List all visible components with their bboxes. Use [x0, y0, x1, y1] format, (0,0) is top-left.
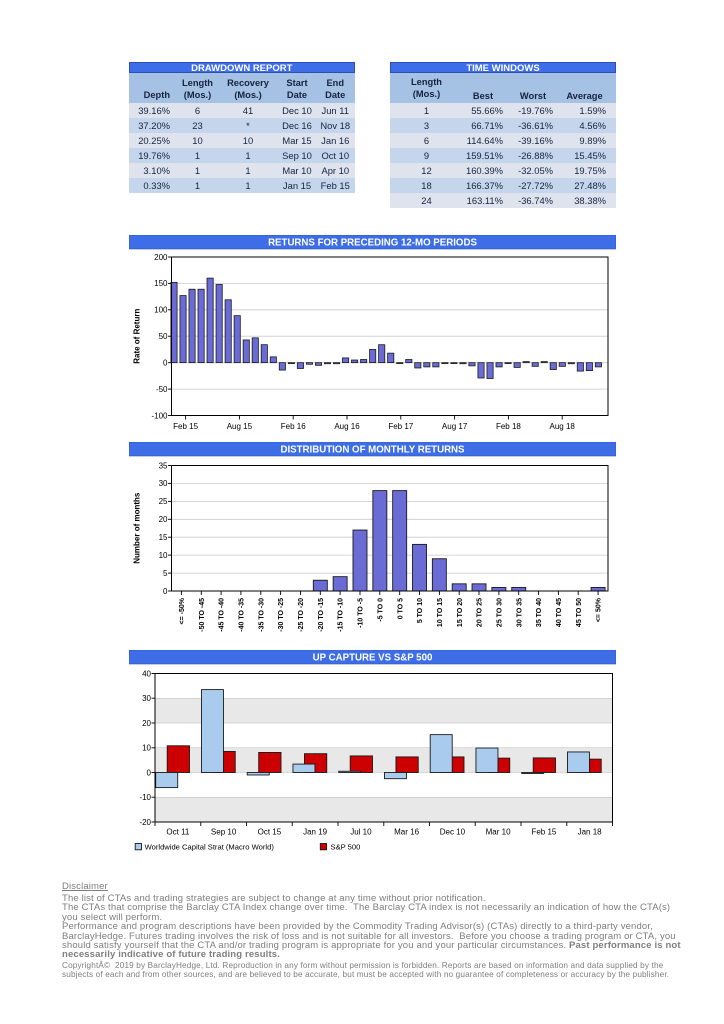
svg-text:Jul 10: Jul 10	[350, 828, 372, 837]
svg-text:20 TO 25: 20 TO 25	[477, 598, 484, 627]
svg-text:-25 TO -20: -25 TO -20	[298, 598, 305, 632]
svg-text:30: 30	[142, 694, 151, 703]
svg-text:-15 TO -10: -15 TO -10	[338, 598, 345, 632]
svg-text:40: 40	[142, 669, 151, 678]
svg-text:-40 TO -35: -40 TO -35	[239, 598, 246, 632]
svg-text:15 TO 20: 15 TO 20	[457, 598, 464, 627]
svg-text:0 TO 5: 0 TO 5	[397, 598, 404, 619]
svg-text:DISTRIBUTION OF MONTHLY RETURN: DISTRIBUTION OF MONTHLY RETURNS	[280, 444, 465, 455]
svg-text:Aug 17: Aug 17	[442, 422, 468, 431]
svg-text:Oct 15: Oct 15	[258, 828, 282, 837]
svg-text:Aug 18: Aug 18	[550, 422, 576, 431]
svg-text:Mar 10: Mar 10	[486, 828, 511, 837]
svg-text:20: 20	[159, 515, 168, 524]
svg-text:Number of months: Number of months	[133, 492, 142, 564]
svg-text:35 TO 40: 35 TO 40	[536, 598, 543, 627]
svg-text:Feb 15: Feb 15	[173, 422, 198, 431]
svg-text:-35 TO -30: -35 TO -30	[258, 598, 265, 632]
svg-text:Rate of Return: Rate of Return	[133, 309, 142, 364]
svg-text:25 TO 30: 25 TO 30	[497, 598, 504, 627]
svg-text:40 TO 45: 40 TO 45	[556, 598, 563, 627]
svg-text:0: 0	[147, 768, 152, 777]
svg-text:Aug 16: Aug 16	[334, 422, 360, 431]
svg-text:Feb 17: Feb 17	[388, 422, 413, 431]
svg-text:5: 5	[163, 569, 168, 578]
svg-text:20: 20	[142, 719, 151, 728]
svg-text:-10: -10	[139, 793, 151, 802]
svg-text:UP CAPTURE VS S&P 500: UP CAPTURE VS S&P 500	[313, 652, 433, 663]
svg-text:100: 100	[154, 306, 168, 315]
svg-text:Oct 11: Oct 11	[166, 828, 190, 837]
svg-text:-50: -50	[156, 385, 168, 394]
svg-text:15: 15	[159, 533, 168, 542]
svg-text:25: 25	[159, 497, 168, 506]
svg-text:Dec 10: Dec 10	[440, 828, 466, 837]
svg-text:-100: -100	[151, 411, 168, 420]
svg-text:Feb 16: Feb 16	[281, 422, 306, 431]
svg-text:30 TO 35: 30 TO 35	[516, 598, 523, 627]
svg-text:Worldwide Capital Strat (Macro: Worldwide Capital Strat (Macro World)	[145, 842, 275, 851]
svg-text:<= 50%: <= 50%	[596, 597, 603, 622]
svg-text:-10 TO -5: -10 TO -5	[358, 598, 365, 628]
svg-text:S&P 500: S&P 500	[331, 842, 361, 851]
svg-text:-30 TO -25: -30 TO -25	[278, 598, 285, 632]
svg-text:5 TO 10: 5 TO 10	[417, 598, 424, 623]
svg-text:-5 TO 0: -5 TO 0	[377, 598, 384, 622]
svg-text:Aug 15: Aug 15	[227, 422, 253, 431]
svg-text:Sep 10: Sep 10	[211, 828, 237, 837]
svg-text:Feb 18: Feb 18	[496, 422, 521, 431]
svg-text:0: 0	[163, 587, 168, 596]
svg-text:-45 TO -40: -45 TO -40	[219, 598, 226, 632]
svg-text:-50 TO -45: -50 TO -45	[199, 598, 206, 632]
svg-text:0: 0	[163, 359, 168, 368]
svg-text:RETURNS FOR PRECEDING 12-MO PE: RETURNS FOR PRECEDING 12-MO PERIODS	[268, 237, 477, 248]
svg-text:35: 35	[159, 461, 168, 470]
svg-text:10: 10	[142, 744, 151, 753]
svg-text:-20 TO -15: -20 TO -15	[318, 598, 325, 632]
svg-text:45 TO 50: 45 TO 50	[576, 598, 583, 627]
svg-text:10 TO 15: 10 TO 15	[437, 598, 444, 627]
svg-text:200: 200	[154, 253, 168, 262]
svg-text:150: 150	[154, 279, 168, 288]
svg-text:Feb 15: Feb 15	[531, 828, 556, 837]
svg-text:Jan 18: Jan 18	[578, 828, 603, 837]
svg-text:<= -50%: <= -50%	[179, 597, 186, 624]
svg-text:50: 50	[159, 332, 168, 341]
svg-text:10: 10	[159, 551, 168, 560]
svg-text:30: 30	[159, 479, 168, 488]
svg-text:-20: -20	[139, 818, 151, 827]
svg-text:Jan 19: Jan 19	[303, 828, 328, 837]
svg-text:Mar 16: Mar 16	[394, 828, 419, 837]
